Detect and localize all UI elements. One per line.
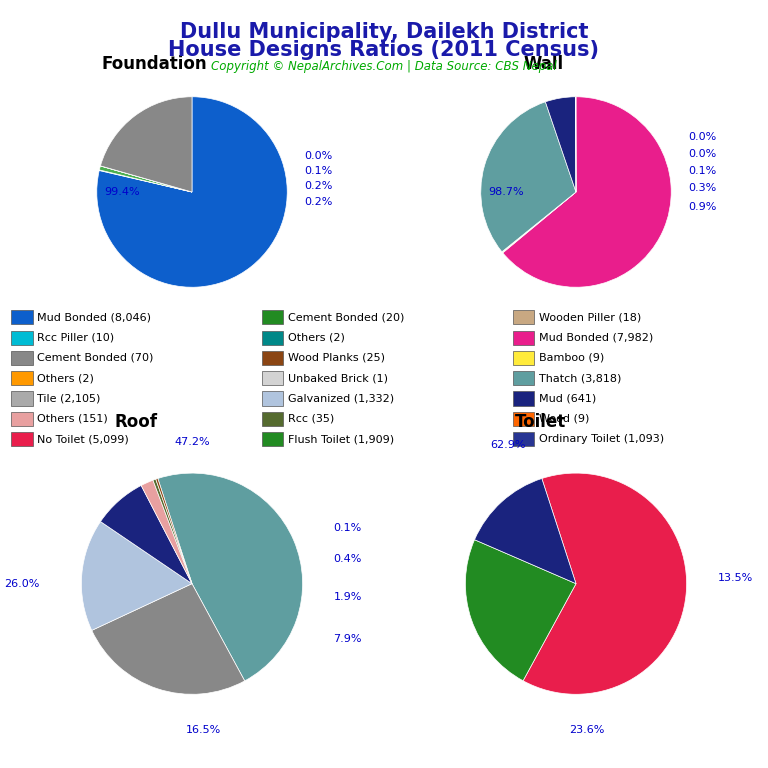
Bar [513, 310, 535, 324]
Bar [513, 351, 535, 365]
Text: No Toilet (5,099): No Toilet (5,099) [37, 434, 129, 444]
Text: 7.9%: 7.9% [333, 634, 362, 644]
Text: 0.0%: 0.0% [688, 132, 717, 142]
Text: Cement Bonded (20): Cement Bonded (20) [288, 313, 404, 323]
Bar [12, 432, 32, 446]
Wedge shape [158, 473, 303, 681]
Text: Foundation: Foundation [101, 55, 207, 73]
Text: Thatch (3,818): Thatch (3,818) [539, 373, 621, 383]
Text: Mud Bonded (7,982): Mud Bonded (7,982) [539, 333, 653, 343]
Text: 0.1%: 0.1% [333, 523, 362, 534]
Bar [12, 412, 32, 426]
Text: Copyright © NepalArchives.Com | Data Source: CBS Nepal: Copyright © NepalArchives.Com | Data Sou… [211, 60, 557, 73]
Bar [263, 432, 283, 446]
Wedge shape [475, 478, 576, 584]
Text: 0.0%: 0.0% [304, 151, 333, 161]
Text: 0.3%: 0.3% [688, 184, 717, 194]
Wedge shape [101, 485, 192, 584]
Text: 62.9%: 62.9% [491, 440, 526, 451]
Wedge shape [97, 97, 287, 287]
Wedge shape [81, 521, 192, 631]
Text: Others (2): Others (2) [37, 373, 94, 383]
Text: 0.2%: 0.2% [304, 181, 333, 191]
Bar [513, 412, 535, 426]
Text: Bamboo (9): Bamboo (9) [539, 353, 604, 363]
Wedge shape [91, 584, 245, 694]
Bar [513, 432, 535, 446]
Bar [263, 330, 283, 345]
Wedge shape [101, 97, 192, 192]
Text: 47.2%: 47.2% [174, 437, 210, 447]
Text: Flush Toilet (1,909): Flush Toilet (1,909) [288, 434, 394, 444]
Bar [12, 351, 32, 365]
Bar [513, 330, 535, 345]
Wedge shape [99, 166, 192, 192]
Bar [263, 392, 283, 406]
Text: Toilet: Toilet [515, 413, 567, 432]
Text: Wooden Piller (18): Wooden Piller (18) [539, 313, 641, 323]
Bar [513, 371, 535, 386]
Text: Tile (2,105): Tile (2,105) [37, 393, 101, 403]
Text: Roof: Roof [114, 413, 157, 432]
Text: Galvanized (1,332): Galvanized (1,332) [288, 393, 394, 403]
Text: House Designs Ratios (2011 Census): House Designs Ratios (2011 Census) [168, 40, 600, 60]
Wedge shape [156, 478, 192, 584]
Bar [12, 310, 32, 324]
Text: 0.1%: 0.1% [304, 166, 333, 176]
Text: Wood (9): Wood (9) [539, 414, 589, 424]
Text: Rcc Piller (10): Rcc Piller (10) [37, 333, 114, 343]
Wedge shape [502, 192, 576, 252]
Text: 1.9%: 1.9% [333, 592, 362, 602]
Wedge shape [465, 540, 576, 680]
Text: Mud (641): Mud (641) [539, 393, 596, 403]
Text: Others (151): Others (151) [37, 414, 108, 424]
Wedge shape [503, 97, 671, 287]
Text: Unbaked Brick (1): Unbaked Brick (1) [288, 373, 388, 383]
Text: 13.5%: 13.5% [717, 573, 753, 583]
Text: Rcc (35): Rcc (35) [288, 414, 334, 424]
Text: 23.6%: 23.6% [569, 725, 604, 735]
Bar [513, 392, 535, 406]
Text: 0.9%: 0.9% [688, 202, 717, 212]
Text: 0.4%: 0.4% [333, 554, 362, 564]
Wedge shape [481, 102, 576, 252]
Text: 0.1%: 0.1% [688, 166, 717, 176]
Text: 0.0%: 0.0% [688, 149, 717, 159]
Bar [12, 330, 32, 345]
Text: Wood Planks (25): Wood Planks (25) [288, 353, 385, 363]
Wedge shape [502, 192, 576, 253]
Wedge shape [99, 170, 192, 192]
Text: Mud Bonded (8,046): Mud Bonded (8,046) [37, 313, 151, 323]
Text: 0.2%: 0.2% [304, 197, 333, 207]
Bar [12, 392, 32, 406]
Wedge shape [153, 479, 192, 584]
Bar [263, 351, 283, 365]
Text: 98.7%: 98.7% [488, 187, 524, 197]
Wedge shape [523, 473, 687, 694]
Text: Ordinary Toilet (1,093): Ordinary Toilet (1,093) [539, 434, 664, 444]
Text: 99.4%: 99.4% [104, 187, 140, 197]
Bar [263, 371, 283, 386]
Text: 16.5%: 16.5% [185, 725, 220, 735]
Wedge shape [101, 166, 192, 192]
Text: Others (2): Others (2) [288, 333, 345, 343]
Text: Cement Bonded (70): Cement Bonded (70) [37, 353, 154, 363]
Wedge shape [545, 97, 576, 192]
Bar [263, 412, 283, 426]
Text: Wall: Wall [524, 55, 564, 73]
Text: Dullu Municipality, Dailekh District: Dullu Municipality, Dailekh District [180, 22, 588, 41]
Wedge shape [141, 480, 192, 584]
Text: 26.0%: 26.0% [4, 578, 39, 589]
Bar [12, 371, 32, 386]
Bar [263, 310, 283, 324]
